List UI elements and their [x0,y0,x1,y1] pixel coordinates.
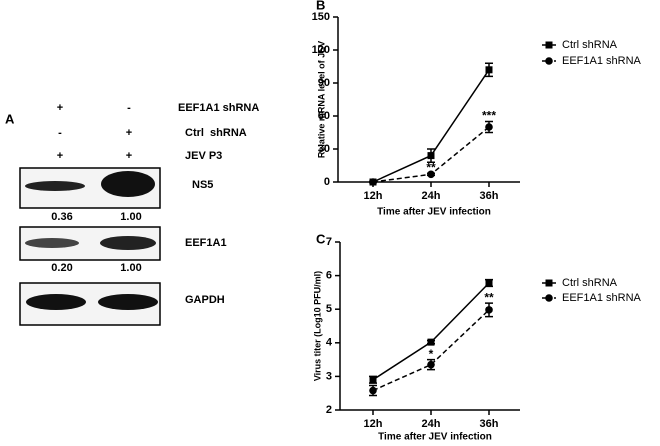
lane-sign: - [58,127,62,139]
x-tick-label: 36h [480,190,499,202]
marker [369,376,377,384]
y-axis-label: Virus titer (Log10 PFU/ml) [312,271,322,381]
blot-label: NS5 [192,179,213,191]
y-tick-label: 90 [318,77,330,89]
legend-marker [545,57,553,65]
annotation: ** [426,160,436,174]
blot-label: EEF1A1 [185,237,227,249]
annotation: ** [484,290,494,304]
panel-label: B [316,0,325,12]
legend-label: EEF1A1 shRNA [562,292,642,304]
x-tick-label: 12h [364,190,383,202]
panel-label: A [5,111,15,126]
lane-sign: + [57,102,63,114]
blot-band [25,181,85,191]
lane-sign: + [126,150,132,162]
quant-label: 0.20 [51,262,72,274]
y-tick-label: 150 [312,11,330,23]
annotation: *** [482,109,496,123]
legend-marker [545,279,553,287]
y-tick-label: 4 [326,337,333,349]
blot-band [100,236,156,250]
marker [369,386,377,395]
blot-band [26,294,86,310]
x-tick-label: 24h [422,190,441,202]
y-tick-label: 2 [326,404,332,416]
blot-band [101,171,155,197]
x-tick-label: 36h [480,418,499,430]
marker [485,123,493,131]
series-line [372,309,490,392]
blot-label: GAPDH [185,294,225,306]
y-tick-label: 5 [326,303,332,315]
y-tick-label: 7 [326,236,332,248]
y-tick-label: 0 [324,176,330,188]
marker [427,170,435,179]
x-axis-label: Time after JEV infection [377,207,491,218]
legend-marker [545,294,553,302]
condition-label: EEF1A1 shRNA [178,102,259,114]
legend-label: Ctrl shRNA [562,39,618,51]
legend-marker [545,41,553,49]
marker [485,306,493,314]
annotation: * [429,347,434,361]
marker [485,279,493,287]
panel-a: A + - EEF1A1 shRNA - + Ctrl shRNA + + JE… [5,102,259,326]
lane-sign: - [127,102,131,114]
x-axis-label: Time after JEV infection [378,432,492,443]
x-tick-label: 12h [364,418,383,430]
panel-label: C [316,231,326,246]
y-axis-label: Relative mRNA level of JEV [316,41,326,158]
y-tick-label: 3 [326,370,332,382]
marker [427,338,435,346]
condition-label: JEV P3 [185,150,222,162]
x-tick-label: 24h [422,418,441,430]
quant-label: 1.00 [120,211,141,223]
quant-label: 1.00 [120,262,141,274]
blot-band [98,294,158,310]
marker [485,66,493,74]
legend-label: EEF1A1 shRNA [562,55,642,67]
y-tick-label: 6 [326,270,332,282]
y-tick-label: 120 [312,44,330,56]
lane-sign: + [57,150,63,162]
y-tick-label: 30 [318,143,330,155]
blot-band [25,238,79,248]
marker [427,152,435,160]
y-tick-label: 60 [318,110,330,122]
marker [427,360,435,369]
quant-label: 0.36 [51,211,72,223]
legend-label: Ctrl shRNA [562,277,618,289]
condition-label: Ctrl shRNA [185,127,247,139]
marker [369,178,377,186]
lane-sign: + [126,127,132,139]
